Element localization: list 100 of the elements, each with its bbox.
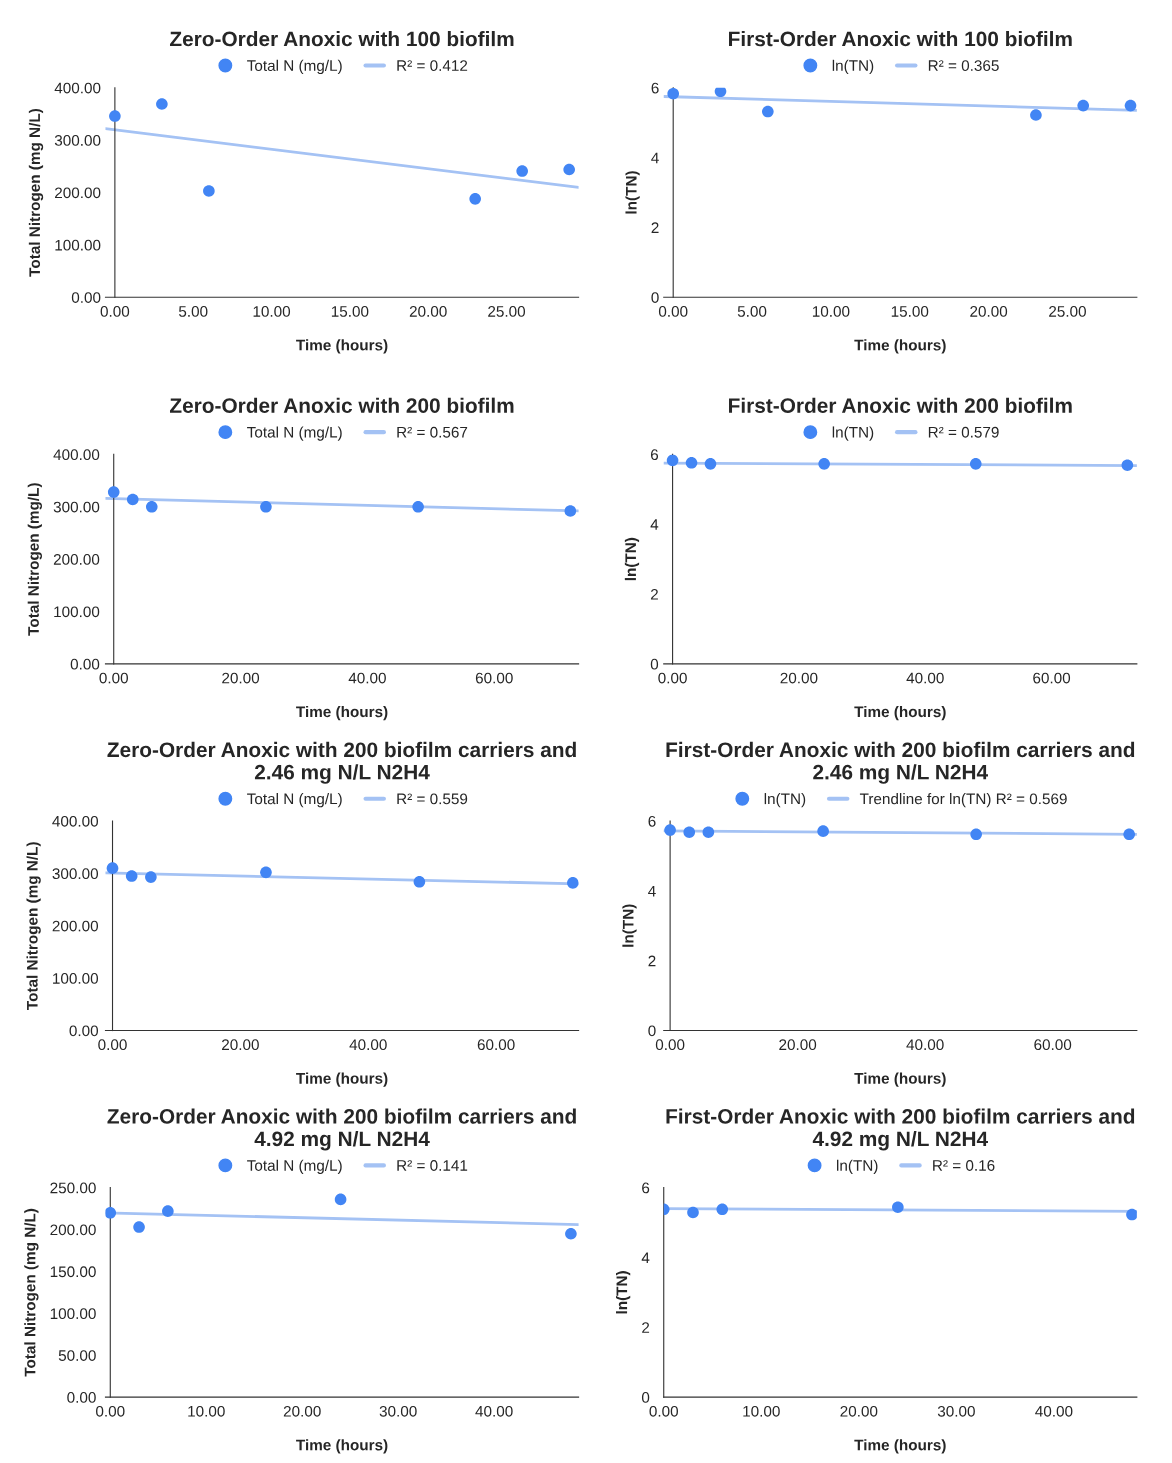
x-tick-label: 20.00: [222, 672, 260, 684]
y-tick-label: 100.00: [50, 1308, 96, 1320]
y-tick-label: 4: [648, 885, 656, 897]
point: [469, 193, 481, 205]
x-tick-label: 0.00: [96, 1405, 125, 1417]
point: [105, 1206, 117, 1219]
x-tick-label: 40.00: [1035, 1405, 1073, 1417]
legend-label: Total N (mg/L): [247, 426, 342, 441]
y-axis-title: Total Nitrogen (mg N/L): [26, 842, 41, 1010]
y-tick-label: 2: [642, 1322, 650, 1333]
x-tick-label: 20.00: [840, 1405, 878, 1417]
point: [162, 1205, 174, 1217]
legend-label: Total N (mg/L): [247, 793, 342, 808]
chart-title: First-Order Anoxic with 100 biofilm: [729, 31, 1072, 47]
legend-label: R² = 0.567: [397, 426, 468, 438]
y-tick-label: 0: [641, 1392, 650, 1403]
x-axis-title: Time (hours): [854, 1072, 946, 1087]
y-tick-label: 100.00: [55, 239, 101, 251]
chart-title: Zero-Order Anoxic with 100 biofilm: [169, 31, 514, 47]
x-axis-title: Time (hours): [296, 1439, 388, 1454]
y-tick-label: 4: [641, 1252, 650, 1264]
x-tick-label: 5.00: [737, 306, 767, 317]
point: [133, 1221, 145, 1233]
y-axis-title: ln(TN): [622, 904, 637, 947]
x-tick-label: 0.00: [98, 1039, 127, 1051]
y-tick-label: 0.00: [67, 1392, 96, 1403]
legend-label: R² = 0.412: [397, 60, 468, 72]
x-axis-title: Time (hours): [296, 1072, 388, 1087]
x-tick-label: 60.00: [1033, 672, 1071, 684]
x-tick-label: 40.00: [906, 1039, 944, 1051]
y-tick-label: 100.00: [53, 973, 99, 984]
point: [126, 493, 139, 506]
chart-title: First-Order Anoxic with 200 biofilm carriers and 2.46 mg N/L N2H4: [666, 741, 1135, 784]
y-axis-title: Total Nitrogen (mg N/L): [24, 1208, 39, 1377]
point: [564, 505, 577, 517]
y-axis-title: ln(TN): [624, 537, 640, 581]
point: [145, 871, 157, 883]
x-tick-label: 10.00: [743, 1405, 780, 1417]
point: [567, 877, 579, 889]
y-tick-label: 400.00: [52, 815, 99, 827]
x-tick-label: 30.00: [379, 1405, 417, 1417]
y-tick-label: 6: [651, 82, 659, 94]
legend-label: ln(TN): [832, 59, 874, 75]
point: [260, 500, 272, 513]
y-tick-label: 0: [648, 1025, 656, 1037]
legend-label: R² = 0.559: [397, 793, 468, 805]
legend-label: Total N (mg/L): [247, 59, 342, 75]
x-tick-label: 0.00: [658, 306, 688, 317]
x-tick-label: 40.00: [475, 1405, 513, 1417]
legend-label: R² = 0.16: [933, 1160, 995, 1171]
point: [413, 875, 426, 888]
y-tick-label: 0.00: [71, 292, 101, 303]
point: [107, 486, 120, 498]
point: [156, 98, 168, 110]
chart-title: First-Order Anoxic with 200 biofilm: [729, 397, 1072, 413]
x-tick-label: 60.00: [477, 1039, 515, 1051]
y-tick-label: 200.00: [50, 1224, 96, 1236]
y-tick-label: 2: [648, 955, 656, 967]
y-tick-label: 300.00: [54, 135, 101, 146]
x-tick-label: 60.00: [1034, 1039, 1072, 1051]
point: [109, 110, 121, 122]
legend-label: ln(TN): [764, 793, 806, 808]
x-axis-title: Time (hours): [296, 705, 388, 721]
y-tick-label: 400.00: [54, 82, 101, 94]
x-tick-label: 40.00: [349, 1039, 387, 1051]
chart-title: Zero-Order Anoxic with 200 biofilm carriers and 4.92 mg N/L N2H4: [107, 1108, 576, 1151]
x-tick-label: 25.00: [1049, 306, 1086, 317]
y-tick-label: 0.00: [70, 658, 100, 670]
x-tick-label: 0.00: [100, 306, 130, 317]
y-tick-label: 0: [651, 292, 659, 303]
x-tick-label: 20.00: [970, 306, 1008, 317]
point: [412, 500, 424, 513]
y-tick-label: 0: [650, 658, 659, 670]
y-axis-title: ln(TN): [625, 171, 640, 214]
y-tick-label: 200.00: [53, 554, 100, 565]
x-tick-label: 20.00: [222, 1039, 259, 1051]
y-tick-label: 2: [651, 222, 659, 233]
y-tick-label: 250.00: [50, 1182, 96, 1194]
y-tick-label: 2: [650, 588, 658, 600]
chart-title: Zero-Order Anoxic with 200 biofilm: [169, 397, 514, 413]
x-tick-label: 30.00: [937, 1405, 975, 1417]
x-axis-title: Time (hours): [854, 339, 946, 354]
y-tick-label: 0.00: [69, 1025, 99, 1037]
y-tick-label: 300.00: [52, 868, 99, 880]
legend-label: ln(TN): [832, 426, 874, 441]
point: [125, 870, 138, 882]
y-tick-label: 300.00: [53, 501, 100, 513]
y-tick-label: 200.00: [55, 187, 101, 199]
x-tick-label: 10.00: [812, 306, 850, 317]
x-tick-label: 60.00: [475, 672, 513, 684]
x-tick-label: 5.00: [178, 306, 208, 317]
x-tick-label: 0.00: [99, 672, 128, 684]
y-tick-label: 6: [642, 1182, 650, 1194]
y-axis-title: Total Nitrogen (mg/L): [27, 483, 42, 636]
point: [260, 866, 272, 879]
x-tick-label: 15.00: [331, 306, 369, 317]
x-tick-label: 20.00: [779, 1039, 817, 1051]
legend-label: R² = 0.579: [928, 426, 999, 438]
y-tick-label: 6: [650, 449, 659, 461]
y-tick-label: 400.00: [53, 449, 100, 461]
